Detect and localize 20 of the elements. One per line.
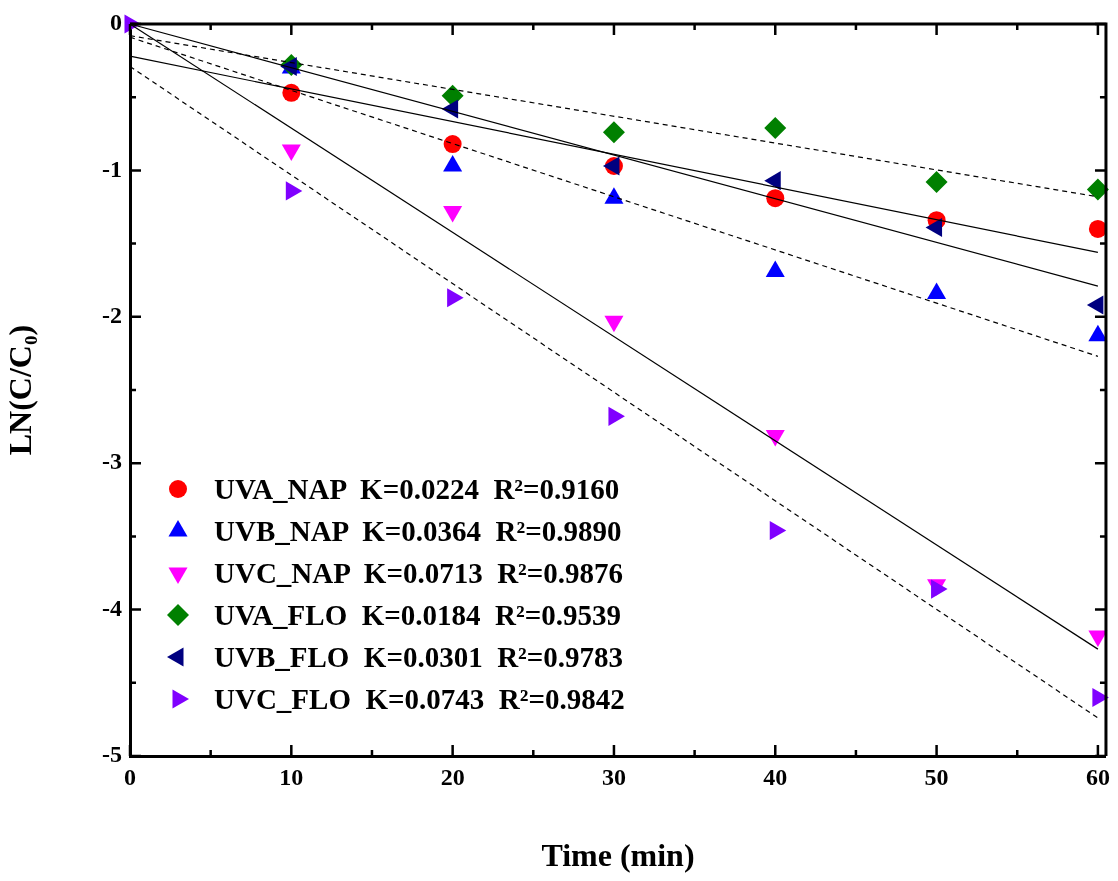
y-tick-label: -2	[102, 302, 122, 328]
x-tick-label: 10	[279, 763, 304, 790]
y-tick-label: 0	[110, 9, 122, 36]
x-tick-label: 60	[1085, 763, 1110, 790]
y-tick-label: -4	[102, 594, 122, 621]
legend-label: UVA_NAP K=0.0224 R²=0.9160	[214, 472, 620, 507]
x-tick-label: 50	[924, 763, 949, 790]
legend-label: UVB_FLO K=0.0301 R²=0.9783	[214, 640, 624, 675]
x-tick-label: 40	[763, 763, 788, 790]
legend-label: UVC_FLO K=0.0743 R²=0.9842	[214, 682, 625, 717]
y-tick-label: -5	[102, 741, 122, 768]
legend-label: UVA_FLO K=0.0184 R²=0.9539	[214, 598, 621, 633]
y-tick-label: -1	[102, 155, 122, 182]
legend-label: UVB_NAP K=0.0364 R²=0.9890	[214, 514, 622, 549]
x-axis-title: Time (min)	[541, 837, 695, 874]
x-tick-label: 30	[601, 763, 626, 790]
legend-label: UVC_NAP K=0.0713 R²=0.9876	[214, 556, 624, 591]
y-axis-title: LN(C/C₀)	[2, 324, 39, 456]
x-tick-label: 20	[440, 763, 465, 790]
y-tick-label: -3	[102, 448, 122, 475]
